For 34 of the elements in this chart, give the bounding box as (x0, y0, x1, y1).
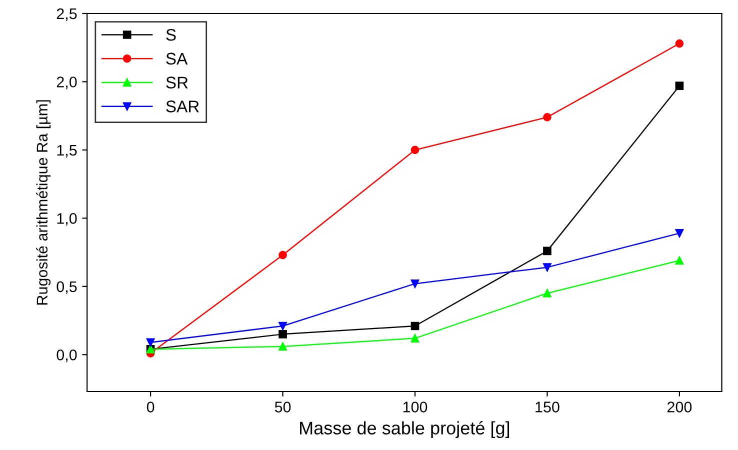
point (410, 322, 420, 330)
point (146, 338, 155, 347)
legend-label: SR (166, 76, 188, 88)
x-tick-label: 100 (403, 402, 428, 412)
y-axis-title: Rugosité arithmétique Ra [µm] (36, 100, 51, 305)
point (675, 39, 684, 48)
x-tick-label: 150 (536, 402, 560, 412)
point (410, 280, 420, 288)
y-tick-label: 0,5 (56, 281, 77, 294)
y-tick-label: 0,0 (56, 350, 77, 362)
x-tick-label: 0 (146, 402, 154, 412)
point (543, 263, 552, 272)
x-tick-label: 200 (667, 402, 692, 412)
legend-label: S (166, 28, 176, 41)
point (675, 229, 684, 238)
y-tick-label: 1,5 (57, 144, 77, 158)
point (410, 146, 420, 154)
x-axis-title: Masse de sable projeté [g] (300, 421, 510, 438)
legend-label: SAR (166, 100, 199, 112)
point (278, 250, 287, 260)
point (543, 289, 552, 298)
point (278, 330, 287, 338)
point (543, 113, 552, 122)
point (675, 256, 684, 265)
y-tick-label: 2,0 (56, 76, 77, 90)
point (278, 322, 287, 330)
y-tick-label: 2,5 (56, 8, 77, 21)
point (543, 246, 552, 256)
legend-label: SA (166, 52, 188, 65)
point (410, 334, 420, 342)
point (278, 342, 287, 351)
y-tick-label: 1,0 (57, 213, 77, 226)
x-tick-label: 50 (274, 402, 291, 412)
point (675, 82, 684, 90)
